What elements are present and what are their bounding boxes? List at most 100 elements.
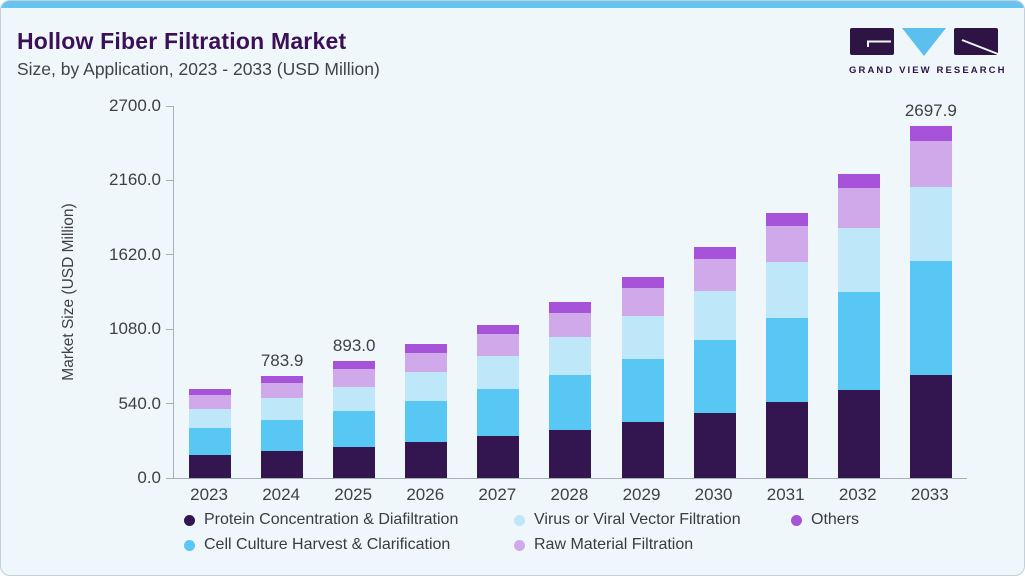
top-accent-bar [1, 1, 1024, 8]
bar-segment [405, 441, 448, 478]
x-tick-label: 2025 [334, 485, 373, 504]
bar-segment [837, 228, 880, 293]
bar-total-label: 2697.9 [904, 100, 957, 120]
bar-segment [333, 447, 376, 478]
bar-segment [621, 315, 664, 359]
bar-segment [765, 225, 808, 262]
legend-label: Others [811, 511, 860, 528]
legend-item: Cell Culture Harvest & Clarification [184, 536, 514, 554]
bar-segment [765, 402, 808, 478]
bar-2025: 893.0 [333, 336, 376, 478]
bar-total-label: 893.0 [332, 336, 376, 356]
x-tick-label: 2030 [694, 485, 733, 504]
bar-segment [477, 324, 520, 335]
bar-segment [477, 334, 520, 357]
bar-segment [909, 125, 952, 142]
bar-segment [693, 258, 736, 291]
bar-2024: 783.9 [261, 351, 304, 478]
bar-segment [549, 312, 592, 338]
y-tick-mark [166, 328, 173, 330]
bar-segment [261, 398, 304, 421]
x-tick-label: 2029 [622, 485, 661, 504]
bar-segment [405, 400, 448, 442]
x-tick-label: 2023 [190, 485, 228, 504]
bar-total-label: 783.9 [260, 350, 304, 370]
bar-segment [261, 420, 304, 452]
y-axis-title: Market Size (USD Million) [60, 203, 77, 381]
bar-segment [189, 428, 232, 455]
bar-segment [477, 436, 520, 478]
bar-segment [549, 374, 592, 430]
bar-segment [621, 358, 664, 422]
bar-segment [621, 287, 664, 316]
bar-segment [909, 186, 952, 262]
bar-segment [909, 375, 952, 478]
bar-segment [477, 356, 520, 389]
y-tick-mark [166, 477, 173, 479]
legend-item: Virus or Viral Vector Filtration [514, 511, 791, 529]
bar-segment [333, 411, 376, 447]
legend-label: Raw Material Filtration [534, 536, 694, 553]
y-tick-label: 540.0 [118, 393, 161, 413]
y-tick-mark [166, 179, 173, 181]
grand-view-research-logo: GRAND VIEW RESEARCH [849, 27, 1007, 76]
logo-brand-text: GRAND VIEW RESEARCH [849, 65, 1007, 76]
legend-label: Virus or Viral Vector Filtration [534, 511, 741, 528]
bar-2026 [405, 344, 448, 478]
bars-container: 783.9 893.0 2697.9 [174, 101, 967, 478]
bar-segment [909, 261, 952, 376]
legend-dot-icon [514, 514, 525, 526]
y-tick-label: 0.0 [137, 468, 161, 487]
page-subtitle: Size, by Application, 2023 - 2033 (USD M… [17, 59, 380, 79]
bar-segment [261, 375, 304, 383]
bar-segment [189, 454, 232, 478]
bar-2033: 2697.9 [905, 101, 957, 478]
bar-segment [837, 292, 880, 391]
legend-dot-icon [184, 514, 195, 526]
y-tick-label: 1080.0 [109, 319, 161, 339]
bar-2023 [189, 388, 232, 478]
bar-segment [261, 382, 304, 399]
bar-segment [621, 276, 664, 288]
bar-segment [405, 344, 448, 353]
x-tick-label: 2027 [478, 485, 517, 504]
bar-segment [837, 187, 880, 229]
bar-segment [765, 212, 808, 226]
x-axis-labels: 2023 2024 2025 2026 2027 2028 2029 2030 2031 2032… [173, 485, 966, 505]
bar-segment [189, 388, 232, 396]
x-tick-label: 2033 [910, 485, 949, 504]
bar-segment [693, 339, 736, 413]
bar-segment [549, 302, 592, 313]
bar-2028 [549, 302, 592, 478]
bar-segment [693, 412, 736, 478]
legend-item: Protein Concentration & Diafiltration [184, 511, 514, 529]
legend-dot-icon [514, 539, 525, 551]
legend-item: Raw Material Filtration [514, 536, 791, 554]
legend-dot-icon [791, 514, 802, 526]
bar-2029 [621, 276, 664, 478]
bar-segment [189, 395, 232, 410]
page-title: Hollow Fiber Filtration Market [17, 28, 347, 54]
bar-2031 [765, 212, 808, 478]
y-tick-label: 2700.0 [109, 96, 161, 115]
y-tick-mark [166, 403, 173, 405]
bar-segment [477, 388, 520, 437]
gvr-logo-icon [850, 28, 999, 56]
x-tick-label: 2031 [766, 485, 805, 504]
bar-segment [909, 141, 952, 187]
x-tick-label: 2032 [838, 485, 877, 504]
bar-2032 [837, 173, 880, 478]
x-tick-label: 2026 [406, 485, 445, 504]
bar-segment [765, 317, 808, 403]
bar-segment [693, 290, 736, 340]
x-tick-label: 2024 [262, 485, 301, 504]
bar-segment [549, 337, 592, 375]
bar-segment [621, 421, 664, 478]
chart-legend: Protein Concentration & Diafiltration Vir… [184, 511, 859, 554]
bar-2030 [693, 246, 736, 478]
legend-label: Protein Concentration & Diafiltration [204, 511, 459, 528]
bar-segment [837, 390, 880, 478]
y-tick-mark [166, 254, 173, 256]
bar-segment [261, 451, 304, 478]
